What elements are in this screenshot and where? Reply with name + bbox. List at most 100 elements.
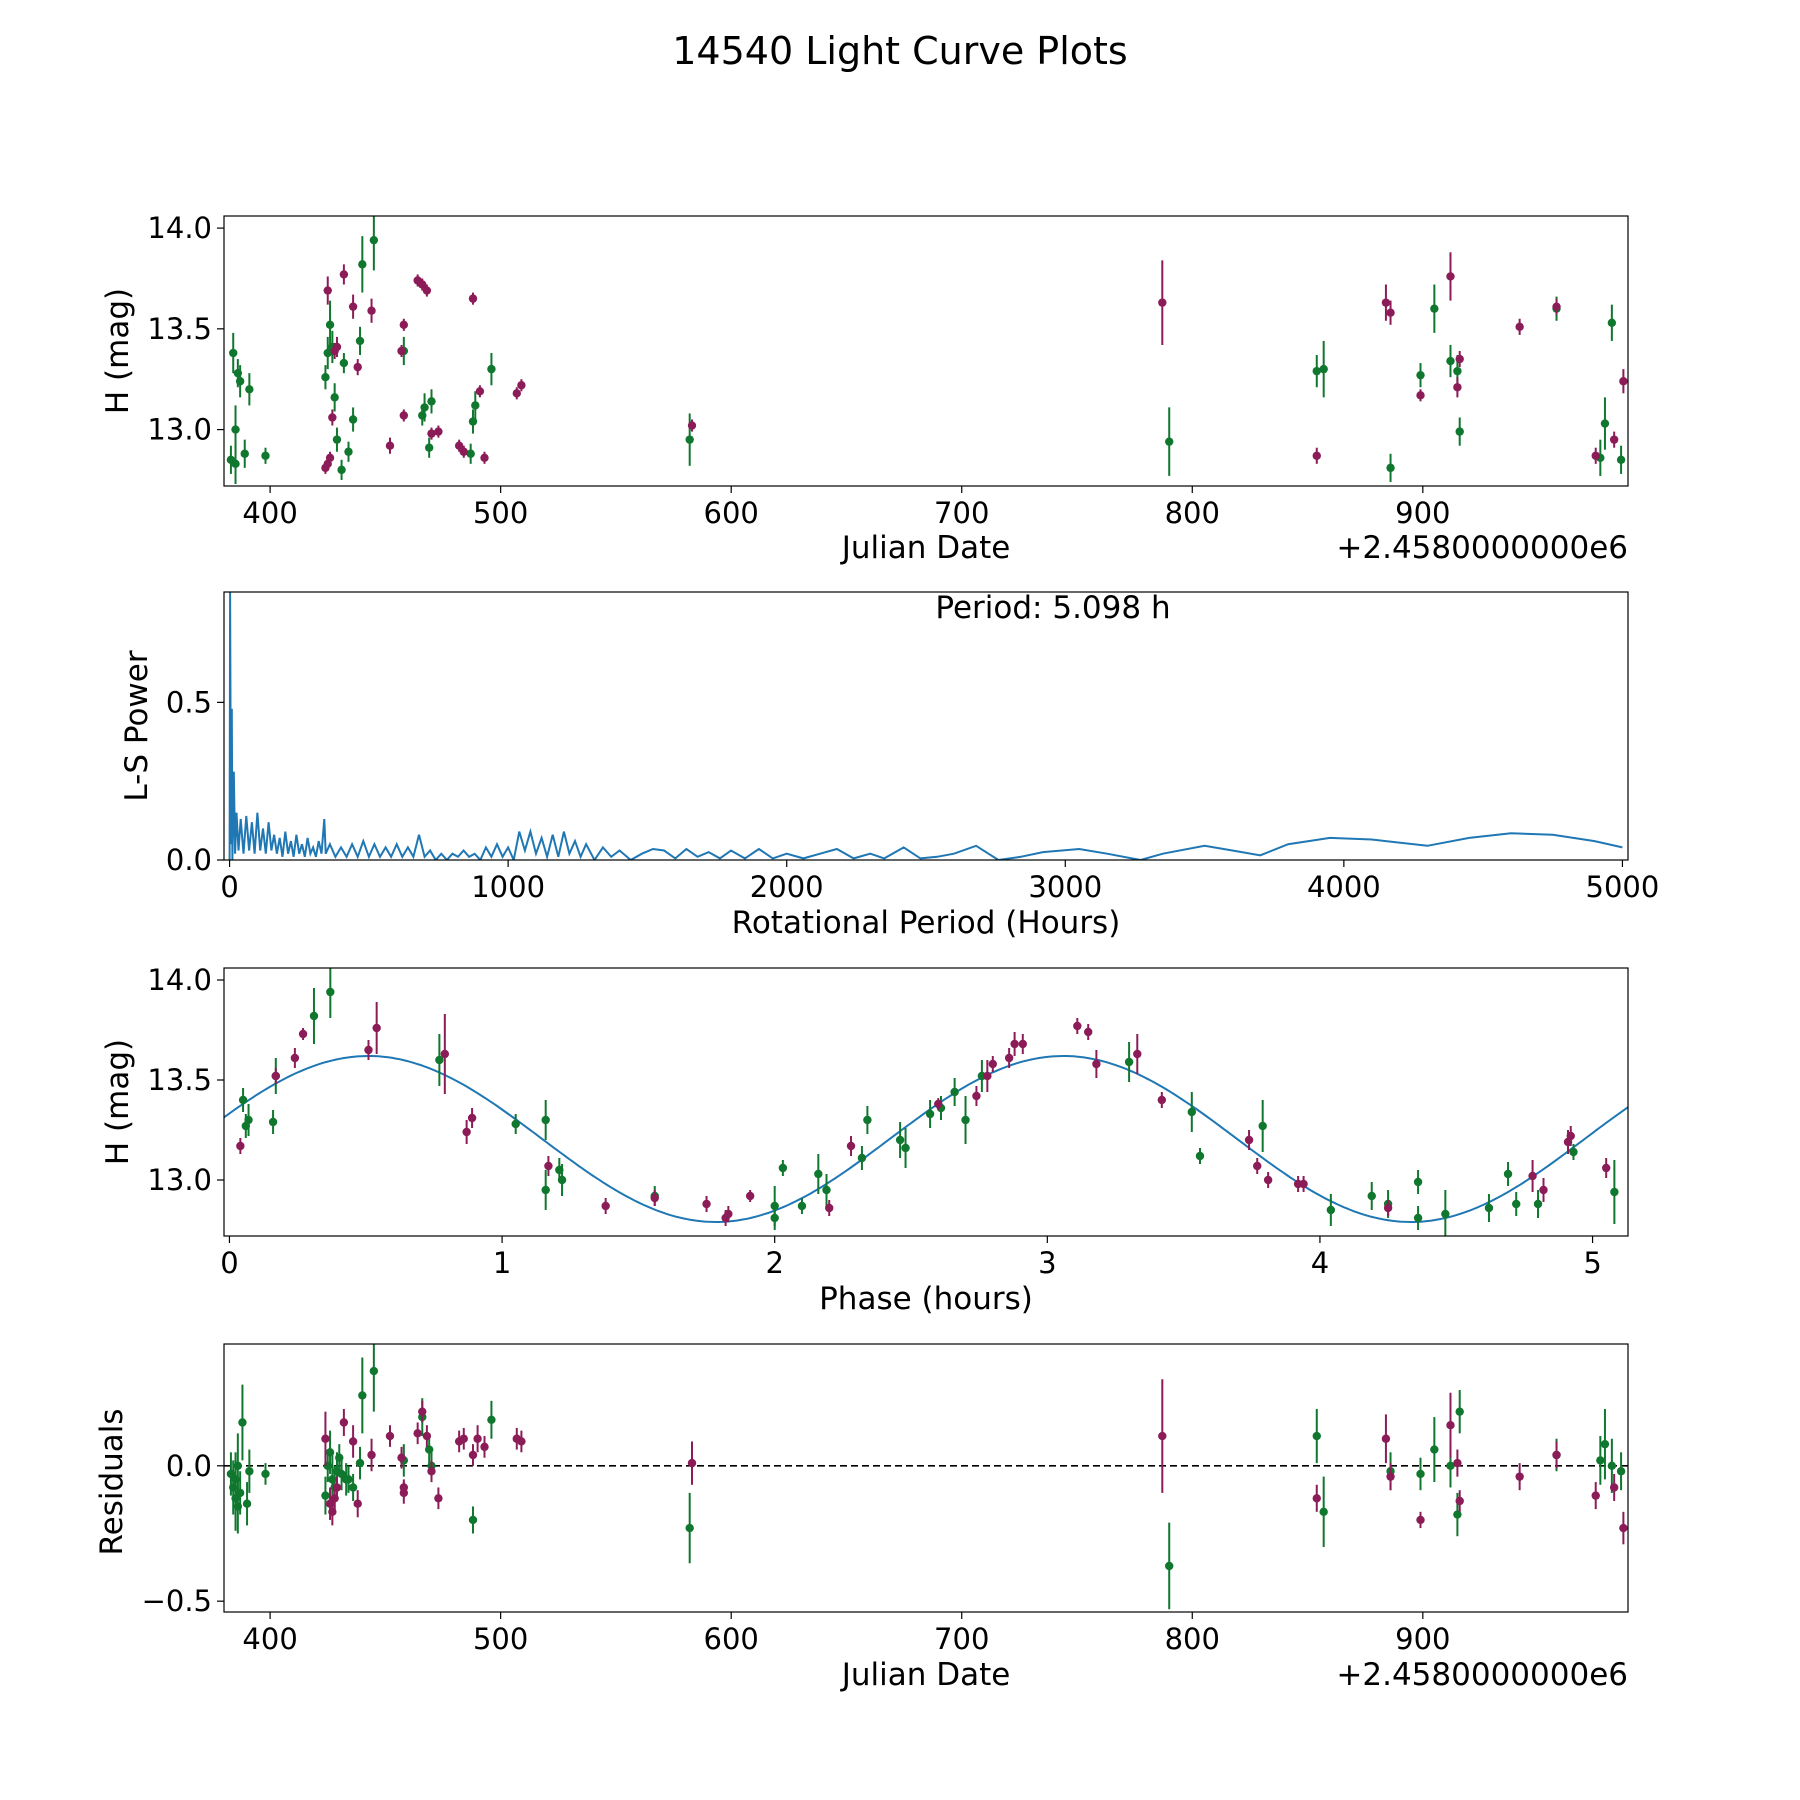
lightcurve-point-maroon (1515, 322, 1524, 332)
phased-x-ticks: 0 1 2 3 4 5 (220, 1236, 1602, 1280)
residuals-point-maroon (385, 1431, 395, 1441)
periodogram-marks (228, 592, 1623, 860)
residuals-point-green (233, 1461, 243, 1471)
periodogram-xtick-label: 5000 (1586, 870, 1660, 904)
residuals-xtick-label: 500 (473, 1622, 528, 1656)
phased-point-maroon (1383, 1203, 1393, 1213)
phased-xtick-label: 1 (493, 1246, 511, 1280)
phased-point-green (541, 1185, 550, 1195)
phased-point-green (1195, 1151, 1205, 1161)
residuals-point-green (1165, 1561, 1174, 1571)
residuals-point-green (344, 1475, 353, 1484)
phased-point-green (814, 1169, 823, 1179)
residuals-point-maroon (1515, 1472, 1524, 1481)
lightcurve-point-green (261, 451, 270, 460)
phased-point-maroon (1299, 1179, 1308, 1189)
periodogram-xtick-label: 2000 (750, 870, 824, 904)
periodogram-xtick-label: 0 (220, 870, 238, 904)
phased-point-green (778, 1163, 788, 1173)
phased-point-maroon (364, 1045, 373, 1055)
lightcurve-point-maroon (1446, 272, 1455, 281)
residuals-point-green (1607, 1461, 1617, 1471)
phased-panel: 0 1 2 3 4 5 13.0 13.5 14.0 Phase (hours) H (mag… (100, 963, 1629, 1317)
periodogram-y-ticks: 0.0 0.5 (166, 685, 224, 877)
residuals-x-label: Julian Date (840, 1657, 1011, 1693)
lightcurve-point-maroon (468, 294, 478, 303)
residuals-point-green (358, 1391, 367, 1400)
residuals-point-green (261, 1469, 270, 1479)
residuals-point-maroon (1386, 1472, 1395, 1481)
phased-point-maroon (1566, 1131, 1575, 1141)
lightcurve-point-maroon (332, 342, 342, 352)
periodogram-y-label: L-S Power (119, 650, 155, 801)
phased-point-maroon (1263, 1175, 1273, 1185)
phased-point-maroon (601, 1201, 610, 1211)
phased-point-green (863, 1115, 872, 1125)
residuals-point-maroon (1591, 1491, 1600, 1500)
phased-point-green (1503, 1169, 1513, 1179)
phased-point-maroon (983, 1071, 992, 1081)
lightcurve-point-green (1312, 366, 1321, 376)
residuals-point-green (1616, 1467, 1626, 1476)
lightcurve-point-green (1616, 455, 1626, 465)
lightcurve-point-maroon (1591, 451, 1600, 460)
phased-point-maroon (1157, 1095, 1167, 1105)
residuals-axes-frame (223, 1343, 1629, 1613)
lightcurve-point-maroon (422, 286, 432, 295)
lightcurve-point-green (344, 447, 353, 456)
phased-point-green (770, 1201, 779, 1211)
residuals-point-maroon (1609, 1483, 1619, 1492)
lightcurve-x-offset: +2.4580000000e6 (1336, 530, 1628, 566)
residuals-point-green (1416, 1469, 1425, 1479)
phased-point-green (961, 1115, 970, 1125)
phased-point-green (925, 1109, 935, 1119)
phased-xtick-label: 4 (1311, 1246, 1329, 1280)
residuals-point-maroon (348, 1437, 358, 1446)
phased-point-maroon (236, 1141, 245, 1151)
residuals-point-maroon (1552, 1450, 1561, 1460)
lightcurve-point-green (245, 385, 254, 394)
phased-xtick-label: 5 (1583, 1246, 1601, 1280)
periodogram-xtick-label: 3000 (1028, 870, 1102, 904)
lightcurve-point-green (358, 260, 367, 269)
residuals-point-maroon (459, 1434, 468, 1443)
residuals-point-maroon (480, 1442, 489, 1452)
phased-point-green (901, 1143, 910, 1153)
residuals-point-maroon (332, 1483, 342, 1492)
phased-point-maroon (972, 1091, 981, 1101)
lightcurve-point-maroon (512, 389, 521, 398)
phased-point-green (557, 1175, 567, 1185)
periodogram-x-label: Rotational Period (Hours) (732, 905, 1121, 941)
lightcurve-point-green (240, 449, 249, 458)
phased-point-maroon (1084, 1027, 1093, 1037)
residuals-ytick-label: 0.0 (166, 1449, 212, 1483)
phased-point-green (1441, 1209, 1450, 1219)
phased-point-green (326, 987, 335, 997)
phased-xtick-label: 0 (220, 1246, 238, 1280)
residuals-point-green (1453, 1510, 1462, 1519)
residuals-point-green (468, 1515, 478, 1525)
residuals-point-green (242, 1499, 252, 1508)
phased-y-label: H (mag) (100, 1039, 136, 1165)
lightcurve-point-maroon (339, 270, 349, 279)
phased-point-maroon (724, 1209, 733, 1219)
lightcurve-point-green (330, 393, 339, 402)
residuals-point-maroon (427, 1467, 436, 1476)
lightcurve-point-green (1319, 364, 1328, 374)
lightcurve-point-maroon (418, 280, 427, 289)
residuals-point-green (369, 1366, 379, 1376)
periodogram-xtick-label: 1000 (471, 870, 545, 904)
lightcurve-point-maroon (323, 286, 332, 295)
phased-ytick-label: 13.0 (147, 1163, 212, 1197)
lightcurve-axes-frame (223, 215, 1629, 487)
residuals-point-maroon (687, 1458, 697, 1468)
phased-point-green (1413, 1213, 1423, 1223)
residuals-point-maroon (413, 1429, 422, 1438)
lightcurve-point-green (1455, 427, 1464, 436)
lightcurve-point-maroon (454, 441, 464, 450)
residuals-y-ticks: −0.5 0.0 (142, 1449, 224, 1618)
residuals-point-maroon (1453, 1458, 1462, 1468)
lightcurve-point-green (321, 372, 330, 382)
phased-point-maroon (290, 1053, 300, 1063)
residuals-point-maroon (1619, 1523, 1628, 1533)
